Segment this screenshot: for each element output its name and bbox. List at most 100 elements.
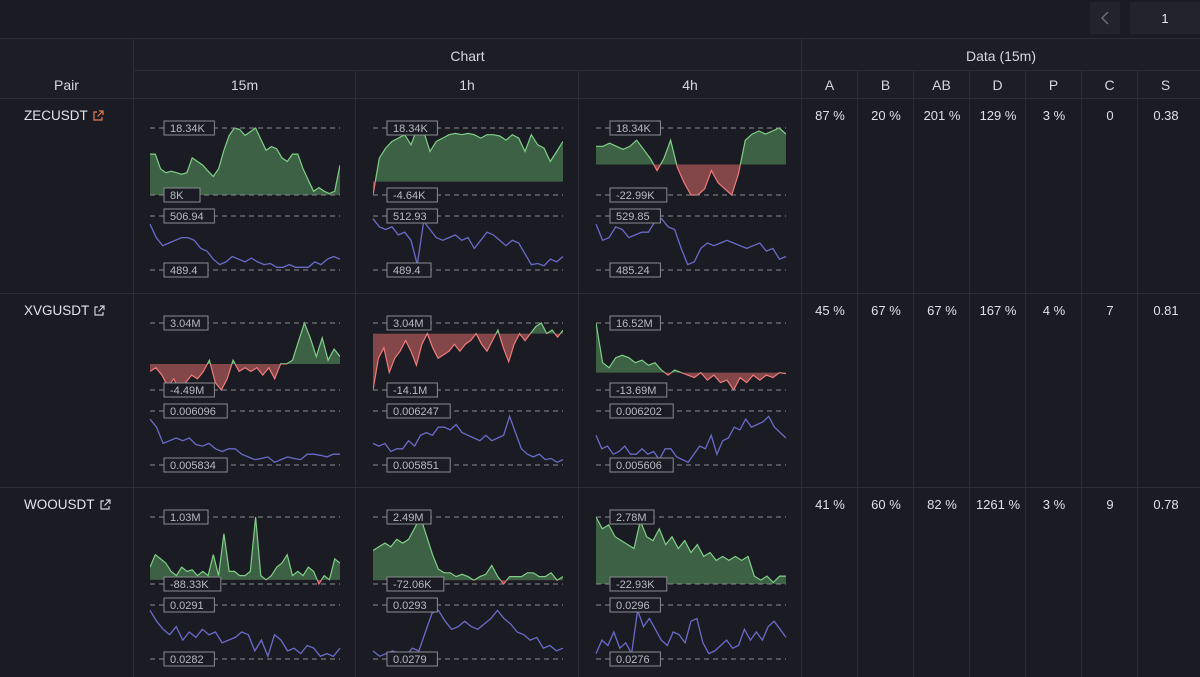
svg-text:-22.99K: -22.99K <box>616 190 655 202</box>
volume-max-label: 3.04M <box>386 315 432 331</box>
volume-max-label: 18.34K <box>163 120 215 136</box>
mini-chart-4h[interactable]: 18.34K -22.99K 529.85 485.24 <box>595 120 787 280</box>
pair-link-xvgusdt[interactable]: XVGUSDT <box>24 303 105 318</box>
volume-area-positive <box>596 323 786 373</box>
price-line <box>149 223 341 268</box>
external-link-icon[interactable] <box>92 109 104 122</box>
volume-min-label: -4.64K <box>386 187 438 203</box>
external-link-icon[interactable] <box>93 304 105 317</box>
volume-min-label: -88.33K <box>163 576 222 592</box>
svg-text:-4.64K: -4.64K <box>393 190 426 202</box>
svg-text:0.006247: 0.006247 <box>393 406 439 418</box>
price-min-label: 0.005834 <box>163 457 228 473</box>
svg-text:489.4: 489.4 <box>393 265 421 277</box>
header-col-b[interactable]: B <box>880 77 891 93</box>
mini-chart-15m[interactable]: 3.04M -4.49M 0.006096 0.005834 <box>149 315 340 475</box>
svg-text:0.0279: 0.0279 <box>393 654 427 666</box>
header-col-pair[interactable]: Pair <box>54 77 79 93</box>
metric-a-value: 45 % <box>815 303 845 318</box>
header-col-a[interactable]: A <box>824 77 835 93</box>
metric-p-value: 4 % <box>1042 303 1066 318</box>
svg-text:18.34K: 18.34K <box>616 123 652 135</box>
price-min-label: 489.4 <box>386 262 432 278</box>
price-line <box>595 217 787 266</box>
svg-text:0.005851: 0.005851 <box>393 460 439 472</box>
price-min-label: 0.005606 <box>609 457 674 473</box>
header-col-p[interactable]: P <box>1048 77 1059 93</box>
mini-chart-4h[interactable]: 2.78M -22.93K 0.0296 0.0276 <box>595 509 787 669</box>
header-col-4h[interactable]: 4h <box>682 77 698 93</box>
mini-chart-1h[interactable]: 2.49M -72.06K 0.0293 0.0279 <box>372 509 564 669</box>
volume-min-label: -72.06K <box>386 576 445 592</box>
volume-line-negative <box>663 372 786 392</box>
top-bar: 1 <box>0 0 1200 38</box>
metric-d-value: 129 % <box>979 108 1017 123</box>
external-link-icon[interactable] <box>99 498 111 511</box>
table-header <box>0 38 1200 98</box>
volume-min-label: -14.1M <box>386 382 438 398</box>
svg-text:18.34K: 18.34K <box>393 123 429 135</box>
svg-text:1.03M: 1.03M <box>170 512 201 524</box>
mini-chart-1h[interactable]: 18.34K -4.64K 512.93 489.4 <box>372 120 564 280</box>
svg-text:-13.69M: -13.69M <box>616 385 656 397</box>
header-group-data: Data (15m) <box>965 48 1037 64</box>
pager-prev-button[interactable] <box>1090 2 1120 34</box>
svg-text:3.04M: 3.04M <box>393 318 424 330</box>
volume-line-positive <box>596 127 786 165</box>
volume-max-label: 3.04M <box>163 315 209 331</box>
price-line <box>372 218 564 267</box>
volume-min-label: -22.99K <box>609 187 668 203</box>
volume-max-label: 1.03M <box>163 509 209 525</box>
price-line <box>595 415 787 464</box>
header-col-c[interactable]: C <box>1104 77 1115 93</box>
svg-text:0.005606: 0.005606 <box>616 460 662 472</box>
price-max-label: 0.006096 <box>163 403 228 419</box>
price-line <box>595 610 787 656</box>
price-min-label: 0.0276 <box>609 651 661 667</box>
mini-chart-15m[interactable]: 1.03M -88.33K 0.0291 0.0282 <box>149 509 341 669</box>
metric-ab-value: 67 % <box>927 303 957 318</box>
metric-ab-value: 82 % <box>927 497 957 512</box>
pair-name: XVGUSDT <box>24 303 90 318</box>
metric-s-value: 0.38 <box>1153 108 1179 123</box>
price-max-label: 0.0296 <box>609 597 661 613</box>
volume-line-positive <box>150 127 340 195</box>
mini-chart-4h[interactable]: 16.52M -13.69M 0.006202 0.005606 <box>595 315 787 475</box>
price-min-label: 0.005851 <box>386 457 451 473</box>
price-min-label: 0.0279 <box>386 651 438 667</box>
metric-p-value: 3 % <box>1042 497 1066 512</box>
metric-d-value: 167 % <box>979 303 1017 318</box>
price-max-label: 506.94 <box>163 208 215 224</box>
pair-link-zecusdt[interactable]: ZECUSDT <box>24 108 104 123</box>
header-col-s[interactable]: S <box>1160 77 1171 93</box>
svg-text:485.24: 485.24 <box>616 265 650 277</box>
svg-text:-72.06K: -72.06K <box>393 579 432 591</box>
volume-area-positive <box>150 517 340 580</box>
price-max-label: 512.93 <box>386 208 438 224</box>
price-min-label: 485.24 <box>609 262 661 278</box>
pager-page-indicator[interactable]: 1 <box>1130 2 1200 34</box>
metric-a-value: 41 % <box>815 497 845 512</box>
volume-line-positive <box>596 322 784 373</box>
mini-chart-1h[interactable]: 3.04M -14.1M 0.006247 0.005851 <box>372 315 564 475</box>
pair-link-woousdt[interactable]: WOOUSDT <box>24 497 111 512</box>
volume-max-label: 2.78M <box>609 509 655 525</box>
header-col-15m[interactable]: 15m <box>230 77 259 93</box>
metric-c-value: 0 <box>1106 108 1114 123</box>
header-col-ab[interactable]: AB <box>932 77 951 93</box>
metric-p-value: 3 % <box>1042 108 1066 123</box>
mini-chart-15m[interactable]: 18.34K 8K 506.94 489.4 <box>149 120 341 280</box>
volume-line-positive <box>373 515 563 581</box>
volume-min-label: -4.49M <box>163 382 215 398</box>
header-col-d[interactable]: D <box>992 77 1003 93</box>
volume-area-positive <box>375 128 563 182</box>
header-col-1h[interactable]: 1h <box>459 77 475 93</box>
volume-line-positive <box>150 516 340 580</box>
chevron-left-icon <box>1101 11 1109 25</box>
price-line <box>149 610 341 659</box>
svg-text:-4.49M: -4.49M <box>170 385 204 397</box>
volume-line-positive <box>426 322 563 334</box>
svg-text:489.4: 489.4 <box>170 265 198 277</box>
volume-area-negative <box>373 333 561 390</box>
metric-s-value: 0.78 <box>1153 497 1179 512</box>
